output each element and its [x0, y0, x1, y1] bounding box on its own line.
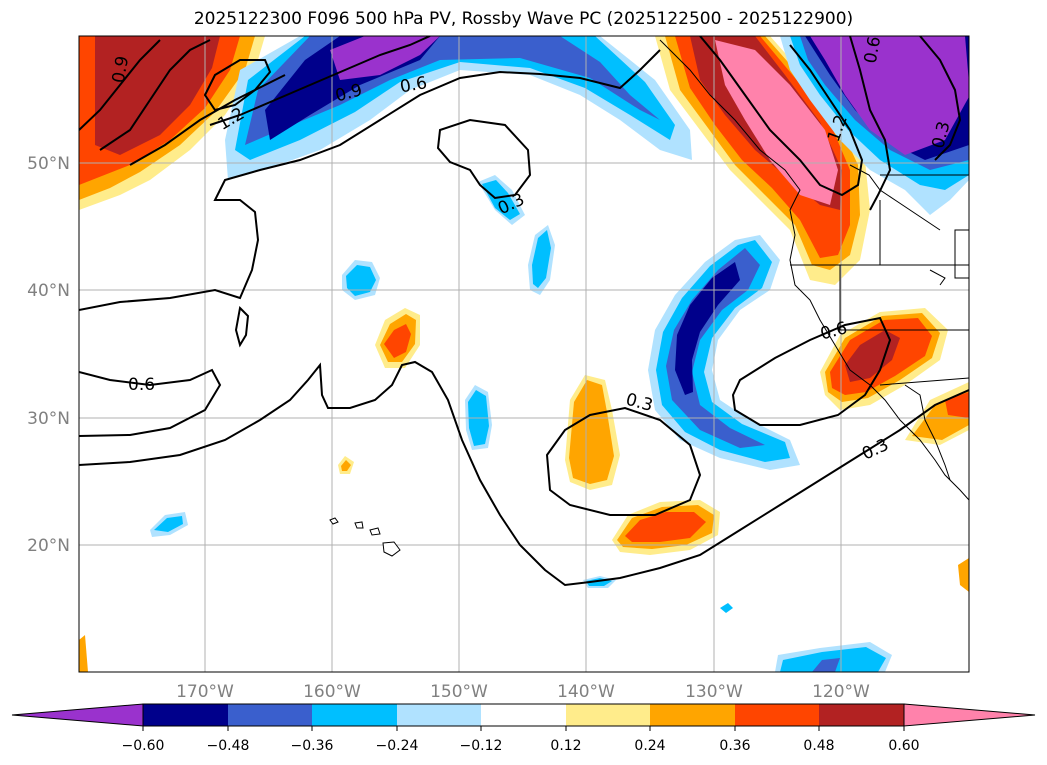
hawaii-islands	[329, 517, 401, 557]
negative-anomaly-northeast	[780, 36, 969, 215]
colorbar-tick-label: −0.24	[376, 738, 419, 754]
lon-label-150w: 150°W	[430, 682, 488, 702]
coastlines	[659, 39, 969, 501]
colorbar-bin-3	[312, 704, 397, 726]
contour-label-0-6-northeast-top: 0.6	[861, 35, 885, 65]
map-border	[78, 35, 970, 673]
lon-label-170w: 170°W	[176, 682, 234, 702]
colorbar-bin-6	[566, 704, 650, 726]
lon-label-160w: 160°W	[303, 682, 361, 702]
lon-label-120w: 120°W	[812, 682, 870, 702]
colorbar-tick-label: 0.12	[550, 738, 581, 754]
colorbar-bin-1	[143, 704, 228, 726]
lon-label-140w: 140°W	[557, 682, 615, 702]
colorbar-bin-8	[735, 704, 819, 726]
colorbar-tick-label: 0.36	[719, 738, 750, 754]
lat-label-30n: 30°N	[27, 409, 70, 429]
colorbar-outline	[142, 703, 905, 727]
latitude-labels: 50°N 40°N 30°N 20°N	[27, 154, 70, 556]
colorbar-bin-7	[650, 704, 735, 726]
pv-contours	[79, 36, 969, 587]
colorbar-tick-label: −0.48	[207, 738, 250, 754]
colorbar-tick-label: −0.60	[122, 738, 165, 754]
colorbar-tick-label: −0.36	[291, 738, 334, 754]
map-area: 0.6 0.3 0.3 0.6 0.3 0.6 0.9 1.2 1.2 0.9 …	[79, 35, 969, 672]
lon-label-130w: 130°W	[685, 682, 743, 702]
colorbar-extend-min	[11, 703, 144, 727]
colorbar-extend-max	[903, 703, 1036, 727]
colorbar-bin-4	[397, 704, 481, 726]
graticule	[79, 36, 969, 672]
colorbar-tick-label: 0.24	[634, 738, 665, 754]
map-title: 2025122300 F096 500 hPa PV, Rossby Wave …	[193, 9, 854, 29]
lat-label-50n: 50°N	[27, 154, 70, 174]
negative-anomaly-central-east	[648, 235, 800, 470]
lat-label-20n: 20°N	[27, 536, 70, 556]
lat-label-40n: 40°N	[27, 281, 70, 301]
colorbar-bin-5	[481, 704, 566, 726]
contour-label-0-9-northwest-corner: 0.9	[109, 55, 133, 85]
contour-label-0-6-west: 0.6	[128, 375, 155, 395]
colorbar-tick-label: 0.60	[888, 738, 919, 754]
colorbar-bin-2	[228, 704, 312, 726]
contour-label-0-6-north-gulf: 0.6	[398, 73, 428, 97]
small-anomaly-features	[79, 175, 892, 672]
colorbar-tick-label: 0.48	[803, 738, 834, 754]
colorbar-ticks	[142, 726, 905, 731]
colorbar-tick-label: −0.12	[460, 738, 503, 754]
colorbar-bin-9	[819, 704, 904, 726]
longitude-labels: 170°W 160°W 150°W 140°W 130°W 120°W	[176, 682, 870, 702]
colorbar: −0.60 −0.48 −0.36 −0.24 −0.12 0.12 0.24 …	[11, 703, 1036, 754]
